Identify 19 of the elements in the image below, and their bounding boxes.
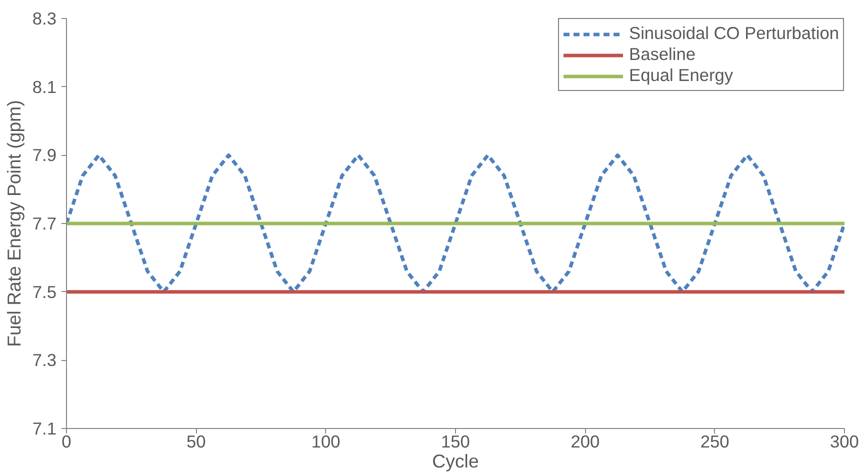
legend-label: Equal Energy xyxy=(629,65,734,86)
x-axis-title: Cycle xyxy=(432,450,479,472)
x-tick-label: 100 xyxy=(311,432,340,452)
x-tick-label: 0 xyxy=(62,432,72,452)
x-tick-label: 300 xyxy=(830,432,859,452)
x-tick-label: 150 xyxy=(441,432,470,452)
y-tick-label: 7.7 xyxy=(32,214,57,234)
legend-label: Sinusoidal CO Perturbation xyxy=(629,23,839,44)
y-tick-label: 7.3 xyxy=(32,350,57,370)
x-tick-label: 200 xyxy=(570,432,600,452)
y-tick-label: 8.1 xyxy=(32,76,57,97)
x-tick-label: 250 xyxy=(700,432,730,452)
y-tick-label: 7.9 xyxy=(32,145,57,166)
y-tick-label: 8.3 xyxy=(32,8,57,28)
x-tick-label: 50 xyxy=(186,432,206,452)
y-tick-label: 7.1 xyxy=(32,418,57,438)
y-tick-label: 7.5 xyxy=(32,282,57,302)
y-axis-title: Fuel Rate Energy Point (gpm) xyxy=(3,100,24,347)
legend-label: Baseline xyxy=(629,44,696,65)
